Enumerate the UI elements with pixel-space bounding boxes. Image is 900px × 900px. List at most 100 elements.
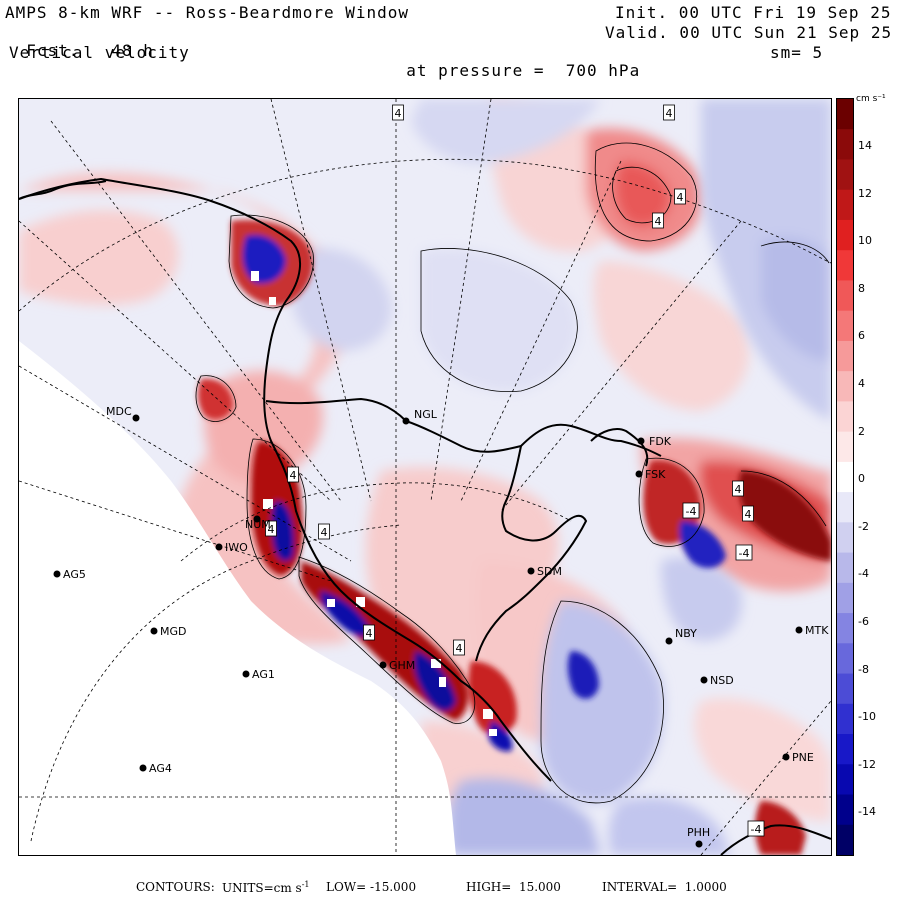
contour-label-box [392,104,404,121]
contour-label-box [265,520,277,537]
pressure-level: at pressure = 700 hPa [385,44,640,80]
colorbar-swatch [837,492,853,523]
station-dot [242,670,250,678]
colorbar-swatch [837,250,853,281]
pressure-value: 700 hPa [565,61,641,80]
station-label: NSD [710,674,734,687]
colorbar-swatch [837,431,853,463]
contour-label: 4 [666,107,673,120]
station-dot [253,515,261,523]
colorbar-swatch [837,461,853,493]
contour-label: 4 [268,523,275,536]
colorbar-tick-label: -6 [858,615,869,628]
high-value: HIGH= 15.000 [466,880,561,894]
colorbar-tick-label: -2 [858,519,869,533]
station-dot [700,676,708,684]
interval-label: INTERVAL= [602,880,678,894]
station-label: NBY [675,627,697,640]
map-panel: 4 4 4 4 4 4 4 4 4 4 4 -4 -4 -4 MDC NGL FDK FSK AG5 IWO NUM S… [18,98,832,856]
station-dot [402,417,410,425]
colorbar-tick-label: -14 [858,805,876,819]
contour-label-box [453,639,465,656]
station-label: NGL [414,408,438,421]
coastline [19,177,831,855]
station-label: PHH [687,826,710,839]
colorbar-swatch [837,764,853,796]
station-label: IWO [225,541,248,554]
station-dot [782,753,790,761]
colorbar-swatch [837,159,853,191]
forecast-label: Fcst. [26,41,80,60]
colorbar-tick-label: 0 [858,472,865,486]
colorbar-swatch [837,734,853,765]
model-title: AMPS 8-km WRF -- Ross-Beardmore Window [5,3,410,22]
colorbar-swatch [837,643,853,675]
contour-label: -4 [686,505,697,518]
contour-label: 4 [456,642,463,655]
downdraft-regions [291,99,831,855]
station-dot [53,570,61,578]
contour-label-box [747,820,765,837]
station-dot [215,543,223,551]
mountain-dropouts [251,271,497,736]
low-number: -15.000 [370,880,417,894]
colorbar-swatch [837,552,853,584]
station-label: FDK [649,435,672,448]
colorbar-swatch [837,522,853,554]
init-time: Init. 00 UTC Fri 19 Sep 25 [615,3,892,22]
station-label: MTK [805,624,829,637]
high-number: 15.000 [518,880,561,894]
smoothing-label: sm= 5 [770,43,824,62]
pressure-label: at pressure = [406,61,545,80]
station-markers: MDC NGL FDK FSK AG5 IWO NUM SDM MGD NBY MTK AG1 GHM N… [53,405,829,848]
colorbar-tick-label: -12 [858,757,876,771]
low-label: LOW= [326,880,367,894]
contour-label: 4 [290,469,297,482]
station-dot [150,627,158,635]
station-dot [139,764,147,772]
colorbar-swatch [837,824,853,856]
graticule [19,99,831,855]
colorbar-tick-label: 4 [858,377,865,390]
colorbar-swatch [837,189,853,221]
colorbar-swatches [837,99,853,856]
colorbar-swatch [837,794,853,826]
colorbar-tick-label: 8 [858,281,865,295]
missing-data-mask [19,341,456,855]
contour-label-box [682,502,700,519]
colorbar-tick-label: -8 [858,662,869,676]
forecast-hour: Fcst. 48 h [5,24,154,60]
colorbar-swatch [837,673,853,705]
field-name: Vertical velocity [9,43,190,62]
contour-label: 4 [395,107,402,120]
mountain-convection [197,219,831,855]
colorbar-swatch [837,280,853,312]
units-exponent: -1 [301,880,310,889]
contour-label-box [663,104,675,121]
colorbar-tick-label: 12 [858,186,872,200]
colorbar-swatch [837,613,853,644]
colorbar-tick-label: 6 [858,329,865,343]
low-value: LOW= -15.000 [326,880,416,894]
colorbar-swatch [837,310,853,342]
station-dot [795,626,803,634]
units-text: UNITS=cm s [222,881,302,895]
contour-label-box [652,212,664,229]
contour-label-box [732,480,744,497]
contour-label: 4 [366,627,373,640]
valid-time: Valid. 00 UTC Sun 21 Sep 25 [605,23,893,42]
station-label: GHM [389,659,415,672]
station-label: SDM [537,565,562,578]
contour-label-box [742,505,754,522]
colorbar-swatch [837,703,853,735]
station-dot [637,437,645,445]
station-dot [527,567,535,575]
contour-label: 4 [745,508,752,521]
colorbar-swatch [837,340,853,372]
station-label: MGD [160,625,187,638]
colorbar-tick-label: -4 [858,567,869,581]
colorbar-tick-label: 2 [858,424,865,438]
colorbar-tick-label: -10 [858,710,876,724]
contour-label: 4 [735,483,742,496]
